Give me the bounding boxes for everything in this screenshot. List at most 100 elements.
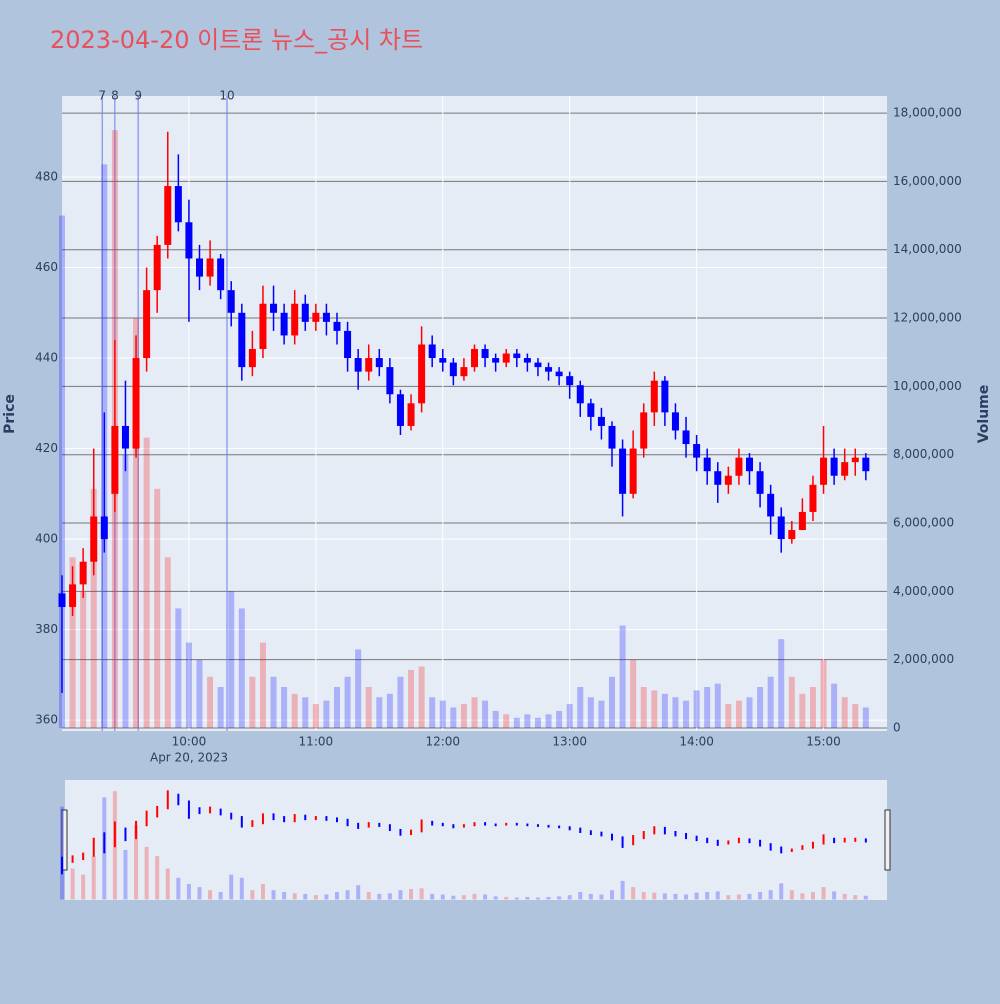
- y2-tick-label: 14,000,000: [893, 242, 962, 256]
- slider-volume-bar: [377, 893, 382, 900]
- volume-bar: [661, 693, 668, 728]
- volume-bar: [185, 642, 192, 728]
- volume-bar: [302, 697, 309, 728]
- volume-bar: [545, 714, 552, 728]
- volume-bar: [598, 700, 605, 728]
- candle-body: [132, 358, 140, 449]
- y-axis-title: Price: [2, 394, 18, 434]
- volume-bar: [831, 683, 838, 728]
- volume-bar: [778, 639, 785, 728]
- x-tick-label: 12:00: [425, 735, 460, 749]
- candle-body: [428, 344, 436, 359]
- x-date-label: Apr 20, 2023: [150, 751, 228, 765]
- candle-body: [513, 353, 521, 359]
- volume-bar: [397, 676, 404, 728]
- candle-body: [566, 376, 574, 386]
- plot-area: [62, 96, 887, 731]
- candle-body: [344, 330, 352, 359]
- candle-body: [460, 367, 468, 377]
- slider-volume-bar: [430, 893, 435, 900]
- slider-volume-bar: [588, 893, 593, 900]
- volume-bar: [323, 700, 330, 728]
- candle-body: [703, 457, 711, 472]
- candle-body: [396, 394, 404, 426]
- slider-volume-bar: [134, 825, 139, 900]
- slider-volume-bar: [292, 893, 297, 900]
- candle-body: [492, 358, 500, 363]
- candle-body: [851, 457, 859, 463]
- candle-body: [682, 430, 690, 445]
- x-tick-label: 13:00: [552, 735, 587, 749]
- slider-volume-bar: [673, 893, 678, 900]
- candle-body: [619, 448, 627, 494]
- slider-volume-bar: [832, 891, 837, 900]
- slider-volume-bar: [557, 896, 562, 900]
- slider-volume-bar: [662, 893, 667, 900]
- slider-volume-bar: [504, 896, 509, 900]
- slider-volume-bar: [303, 893, 308, 900]
- candle-body: [714, 471, 722, 485]
- y-tick-label: 360: [35, 713, 58, 727]
- candle-body: [481, 349, 489, 359]
- slider-volume-bar: [641, 892, 646, 900]
- volume-bar: [704, 686, 711, 728]
- volume-bar: [175, 608, 182, 728]
- candle-body: [777, 516, 785, 540]
- volume-bar: [376, 697, 383, 728]
- slider-volume-bar: [789, 890, 794, 900]
- range-slider[interactable]: [65, 780, 887, 900]
- slider-volume-bar: [514, 897, 519, 900]
- slider-volume-bar: [239, 877, 244, 900]
- volume-bar: [651, 690, 658, 728]
- candle-body: [809, 484, 817, 512]
- slider-volume-bar: [419, 888, 424, 900]
- slider-volume-bar: [165, 868, 170, 900]
- slider-volume-bar: [652, 892, 657, 900]
- volume-bar: [334, 686, 340, 728]
- slider-volume-bar: [705, 892, 710, 900]
- slider-volume-bar: [155, 856, 160, 900]
- y-tick-label: 420: [35, 441, 58, 455]
- y2-tick-label: 16,000,000: [893, 174, 962, 188]
- y2-tick-label: 4,000,000: [893, 584, 954, 598]
- volume-bar: [714, 683, 721, 728]
- candle-body: [280, 312, 288, 336]
- slider-volume-bar: [81, 874, 86, 900]
- y2-tick-label: 0: [893, 720, 901, 734]
- slider-volume-bar: [747, 893, 752, 900]
- slider-volume-bar: [578, 892, 583, 900]
- slider-volume-bar: [345, 890, 350, 900]
- volume-bar: [228, 591, 235, 728]
- candle-body: [735, 457, 743, 476]
- volume-bar: [80, 591, 87, 728]
- slider-volume-bar: [726, 895, 731, 900]
- candle-body: [439, 358, 447, 363]
- slider-volume-bar: [387, 893, 392, 900]
- candle-body: [90, 516, 98, 562]
- volume-bar: [725, 704, 732, 728]
- annotation-label: 10: [219, 89, 234, 103]
- volume-bar: [482, 700, 489, 728]
- volume-bar: [630, 659, 637, 728]
- volume-bar: [566, 704, 573, 728]
- volume-bar: [503, 714, 510, 728]
- candle-body: [333, 321, 341, 331]
- volume-bar: [524, 714, 531, 728]
- chart-title: 2023-04-20 이트론 뉴스_공시 차트: [50, 26, 423, 54]
- volume-bar: [386, 693, 393, 728]
- slider-volume-bar: [842, 893, 847, 900]
- candle-body: [79, 561, 87, 585]
- range-handle[interactable]: [61, 809, 68, 871]
- x-tick-label: 11:00: [299, 735, 334, 749]
- y2-tick-label: 12,000,000: [893, 311, 962, 325]
- candle-body: [69, 584, 77, 607]
- slider-volume-bar: [853, 895, 858, 900]
- volume-bar: [90, 488, 97, 728]
- candle-body: [576, 385, 584, 404]
- slider-volume-bar: [440, 894, 445, 900]
- range-handle[interactable]: [884, 809, 891, 871]
- candle-body: [724, 475, 732, 485]
- candle-body: [270, 303, 278, 313]
- slider-volume-bar: [229, 874, 234, 900]
- candle-body: [449, 362, 457, 377]
